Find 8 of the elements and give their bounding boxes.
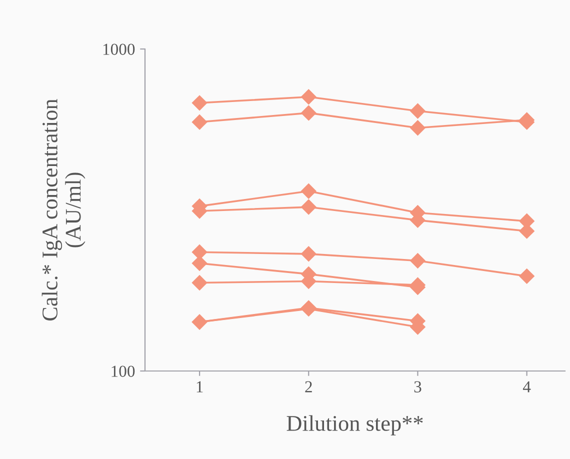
x-tick-label: 2	[305, 381, 312, 392]
y-axis-title: Calc.* IgA concentration (AU/ml)	[42, 98, 86, 320]
x-tick-label: 3	[414, 381, 422, 392]
y-tick-label: 1000	[103, 44, 135, 55]
x-tick-label: 1	[196, 381, 203, 392]
y-tick-label: 100	[112, 366, 135, 377]
x-axis-title: Dilution step**	[286, 415, 423, 436]
x-tick-label: 4	[522, 381, 531, 392]
